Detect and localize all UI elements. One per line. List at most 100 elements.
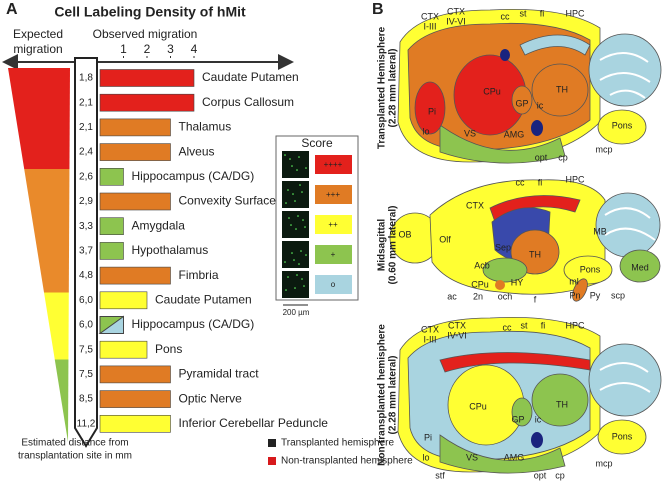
- expected-wedge: [8, 68, 70, 442]
- cell-dot: [290, 224, 292, 226]
- x-axis-title: Observed migration: [93, 27, 198, 41]
- bar: [98, 315, 124, 334]
- distance-label: 2,6: [79, 171, 93, 182]
- score-level: +: [331, 250, 336, 259]
- region-label: Pons: [612, 120, 633, 130]
- bar-label: Hypothalamus: [132, 243, 209, 257]
- region-label: VS: [466, 452, 478, 462]
- region-label: opt: [535, 152, 548, 162]
- region-label: cc: [503, 322, 513, 332]
- cell-dot: [301, 191, 303, 193]
- bar: [99, 168, 124, 186]
- footer: Estimated distance from: [21, 438, 128, 449]
- region-label: Pons: [612, 431, 633, 441]
- score-level: ++++: [324, 160, 343, 169]
- distance-label: 2,1: [79, 97, 93, 108]
- section-title: Transplanted Hemisphere: [377, 26, 388, 149]
- cell-dot: [294, 200, 296, 202]
- region-label: och: [498, 291, 513, 301]
- region-label: st: [519, 8, 527, 18]
- cell-dot: [285, 289, 287, 291]
- region-label: CPu: [471, 279, 489, 289]
- legend-swatch: [268, 439, 276, 447]
- region-label: AMG: [504, 452, 525, 462]
- legend-swatch: [268, 457, 276, 465]
- distance-label: 2,9: [79, 196, 93, 207]
- bar-label: Optic Nerve: [179, 391, 243, 405]
- region-label: Pn: [569, 290, 580, 300]
- bar: [99, 69, 195, 87]
- cell-dot: [298, 263, 300, 265]
- region-label: mcp: [595, 458, 612, 468]
- distance-label: 11,2: [77, 418, 96, 429]
- section-title: Midsagittal: [377, 219, 388, 271]
- region-label: GP: [511, 414, 524, 424]
- bar-label: Amygdala: [132, 218, 186, 232]
- cell-dot: [292, 193, 294, 195]
- distance-label: 6,0: [79, 295, 93, 306]
- cell-dot: [293, 259, 295, 261]
- score-image: [282, 241, 309, 268]
- cell-dot: [289, 158, 291, 160]
- distance-label: 2,1: [79, 122, 93, 133]
- bar: [99, 242, 124, 260]
- region-label: fi: [538, 177, 543, 187]
- region-label: Olf: [439, 234, 451, 244]
- distance-label: 7,5: [79, 344, 93, 355]
- region-label: HPC: [565, 320, 585, 330]
- chart-title: Cell Labeling Density of hMit: [54, 4, 246, 20]
- region-label: lo: [422, 452, 429, 462]
- region-label: I-III: [424, 334, 437, 344]
- brain-section: [389, 179, 661, 302]
- region-label: lo: [422, 126, 429, 136]
- bar: [99, 414, 171, 433]
- bar-label: Hippocampus (CA/DG): [132, 169, 255, 183]
- region-label: HPC: [565, 174, 585, 184]
- bar: [99, 192, 171, 211]
- panel-label: A: [6, 1, 18, 18]
- region-label: Pons: [580, 264, 601, 274]
- section-subtitle: (2.28 mm lateral): [388, 356, 399, 435]
- region-label: ic: [537, 100, 544, 110]
- score-title: Score: [301, 136, 333, 150]
- distance-label: 8,5: [79, 394, 93, 405]
- bar: [99, 291, 148, 310]
- cell-dot: [294, 287, 296, 289]
- section-subtitle: (0.60 mm lateral): [388, 206, 399, 285]
- cell-dot: [298, 156, 300, 158]
- region-label: ml: [569, 276, 579, 286]
- cell-dot: [288, 217, 290, 219]
- cell-dot: [284, 154, 286, 156]
- left-title: Expected: [13, 27, 63, 41]
- bar: [99, 143, 171, 161]
- score-swatch: [315, 185, 352, 204]
- bar-label: Convexity Surface: [179, 194, 277, 208]
- distance-tube: [74, 57, 98, 448]
- cell-dot: [305, 167, 307, 169]
- x-tick-label: 1: [120, 42, 127, 56]
- cell-dot: [300, 250, 302, 252]
- scale-bar: 200 µm: [283, 308, 310, 317]
- region-label: cp: [558, 152, 568, 162]
- cell-dot: [299, 184, 301, 186]
- region-label: OB: [398, 229, 411, 239]
- bar: [99, 118, 171, 137]
- region-label: Sep: [495, 242, 511, 252]
- region-label: cc: [516, 177, 526, 187]
- region-label: IV-VI: [446, 16, 466, 26]
- region-label: scp: [611, 290, 625, 300]
- score-level: +++: [326, 190, 340, 199]
- region-label: IV-VI: [447, 330, 467, 340]
- distance-label: 3,7: [79, 246, 93, 257]
- region-label: AMG: [504, 129, 525, 139]
- distance-label: 3,3: [79, 221, 93, 232]
- cell-dot: [287, 189, 289, 191]
- region-label: CPu: [483, 86, 501, 96]
- region-label: CTX: [447, 6, 465, 16]
- score-image: [282, 181, 309, 208]
- distance-label: 1,8: [79, 73, 93, 84]
- legend-label: Non-transplanted hemisphere: [281, 456, 413, 467]
- legend-label: Transplanted hemisphere: [281, 438, 394, 449]
- region-label: HPC: [565, 8, 585, 18]
